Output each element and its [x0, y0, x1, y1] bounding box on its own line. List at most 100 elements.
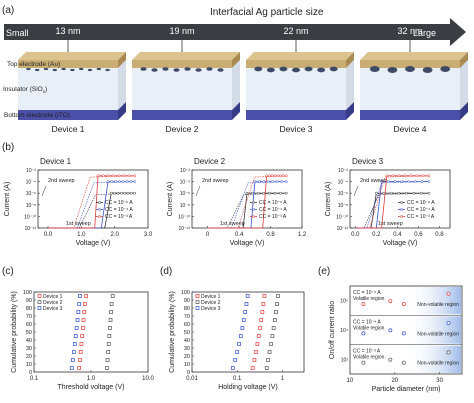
x-tick-label: 0.1 [30, 376, 39, 382]
y-tick-label: 10⁻⁸ [180, 203, 190, 209]
y-tick-label: 10⁻¹⁰ [178, 214, 190, 220]
ag-particle [195, 68, 202, 72]
ag-particle [162, 67, 169, 71]
data-point [361, 360, 366, 365]
bottom-electrode-side [460, 102, 468, 120]
data-point [245, 294, 250, 298]
panel-d-letter: (d) [160, 266, 172, 277]
data-point [361, 331, 366, 336]
insulator-layer [18, 68, 118, 110]
cc-label: CC = 10⁻⁴ A [353, 319, 381, 325]
data-point [75, 318, 80, 322]
x-axis-label: Particle diameter (nm) [372, 386, 441, 393]
iv-marker [112, 174, 116, 178]
legend-text: Device 2 [201, 300, 221, 306]
annot-1st-sweep: 1st sweep [220, 221, 245, 227]
iv-marker [133, 174, 137, 178]
data-point [401, 331, 406, 336]
iv-marker [271, 180, 275, 183]
iv-marker [245, 191, 249, 195]
data-point [108, 318, 113, 322]
x-tick-label: 0.01 [186, 376, 198, 382]
volatile-label: Volatile region [353, 296, 385, 302]
y-tick-label: 10⁻² [338, 168, 348, 174]
data-point [243, 310, 248, 314]
device-size-label: 32 nm [397, 26, 422, 36]
ag-particle [292, 67, 300, 73]
device-1-stack: 13 nm Device 1 [18, 26, 126, 134]
legend-marker [195, 294, 200, 298]
x-tick-label: 0.4 [393, 232, 402, 238]
panel-a-header: Interfacial Ag particle size [210, 7, 324, 18]
x-axis-label: Voltage (V) [383, 240, 418, 247]
bottom-electrode-side [118, 102, 126, 120]
data-point [271, 326, 276, 330]
iv-marker [397, 191, 401, 195]
data-point [274, 310, 278, 314]
y-tick-label: 60 [26, 322, 32, 328]
data-point [446, 350, 451, 355]
device-size-label: 19 nm [169, 26, 194, 36]
annot-2nd-sweep: 2nd sweep [202, 178, 229, 184]
top-electrode [360, 60, 460, 68]
data-point [105, 358, 110, 362]
x-tick-label: 0.8 [266, 232, 275, 238]
top-electrode-side [232, 52, 240, 68]
data-point [81, 326, 85, 330]
y-tick-label: 30 [184, 346, 190, 352]
legend-text: CC = 10⁻⁶ A [407, 200, 435, 206]
data-point [252, 358, 257, 362]
data-point [269, 342, 273, 346]
iv-marker [265, 174, 268, 178]
data-point [255, 342, 260, 346]
data-point [446, 291, 451, 296]
data-point [105, 366, 109, 370]
y-tick-label: 60 [184, 322, 190, 328]
bottom-electrode [360, 110, 460, 120]
iv-marker [420, 180, 424, 183]
iv-marker [427, 174, 431, 178]
data-point [264, 366, 269, 370]
iv-marker [110, 180, 114, 183]
y-tick-label: 10⁻¹² [336, 226, 348, 232]
y-tick-label: 10⁻⁸ [26, 203, 36, 209]
iv-marker [275, 180, 279, 183]
ag-particle [405, 65, 415, 73]
ag-particle [387, 66, 398, 74]
data-point [233, 358, 237, 362]
legend-text: CC = 10⁻³ A [105, 214, 133, 220]
iv-marker [253, 180, 257, 183]
top-electrode-top [132, 52, 240, 60]
data-point [84, 294, 88, 298]
x-tick-label: 30 [436, 378, 443, 384]
insulator-side [346, 60, 354, 110]
x-tick-label: 20 [391, 378, 398, 384]
iv-marker [109, 191, 113, 195]
iv-marker [262, 180, 266, 183]
panel-c-letter: (c) [2, 266, 14, 277]
legend-text: CC = 10⁻³ A [407, 214, 435, 220]
x-tick-label: 0.8 [435, 232, 444, 238]
data-point [240, 326, 245, 330]
iv-marker [133, 191, 137, 195]
legend-marker [195, 300, 200, 304]
iv-marker [284, 180, 288, 183]
iv-marker [129, 191, 133, 195]
plot-title: Device 2 [194, 157, 226, 166]
device-4-stack: 32 nm Device 4 [360, 26, 468, 134]
iv-return-curve [355, 175, 429, 229]
y-tick-label: 10⁻¹⁰ [24, 214, 36, 220]
top-electrode [246, 60, 346, 68]
iv-marker [393, 180, 397, 183]
size-arrow [4, 18, 466, 46]
legend-marker [400, 215, 403, 218]
iv-marker [412, 191, 416, 195]
data-point [80, 334, 85, 338]
data-point [401, 360, 406, 365]
device-2-stack: 19 nm Device 2 [132, 26, 240, 134]
iv-marker [119, 191, 123, 195]
insulator-side [460, 60, 468, 110]
ag-particle [151, 68, 158, 72]
